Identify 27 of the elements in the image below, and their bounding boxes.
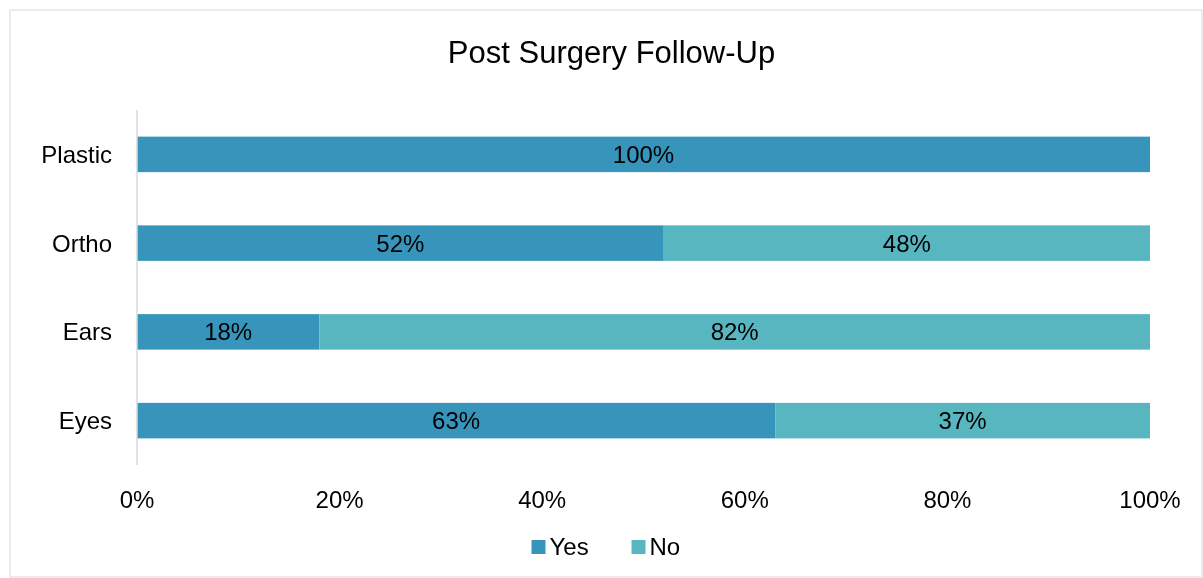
y-tick-label: Ortho xyxy=(51,229,112,257)
x-tick-label: 0% xyxy=(119,486,155,513)
bar xyxy=(319,314,1150,350)
data-label: 82% xyxy=(710,318,759,346)
y-tick-label: Ears xyxy=(62,318,112,346)
bar xyxy=(137,314,320,350)
bar xyxy=(137,402,776,439)
bar xyxy=(663,225,1150,261)
data-label: 37% xyxy=(938,407,987,435)
x-tick-label: 20% xyxy=(315,486,364,513)
x-tick-label: 60% xyxy=(720,486,769,513)
bar xyxy=(137,225,664,261)
legend-label: Yes xyxy=(549,533,589,561)
x-tick-label: 40% xyxy=(518,486,567,513)
x-tick-label: 80% xyxy=(923,486,972,513)
x-tick-label: 100% xyxy=(1119,486,1181,513)
data-label: 52% xyxy=(376,229,425,257)
data-label: 18% xyxy=(204,318,253,346)
bar xyxy=(775,402,1150,439)
legend-label: No xyxy=(649,533,681,561)
bar xyxy=(137,136,1150,173)
data-label: 63% xyxy=(432,407,481,435)
data-label: 100% xyxy=(612,140,675,168)
y-tick-label: Eyes xyxy=(58,407,112,435)
chart-title: Post Surgery Follow-Up xyxy=(447,35,776,70)
data-label: 48% xyxy=(882,229,931,257)
y-tick-label: Plastic xyxy=(41,140,112,168)
